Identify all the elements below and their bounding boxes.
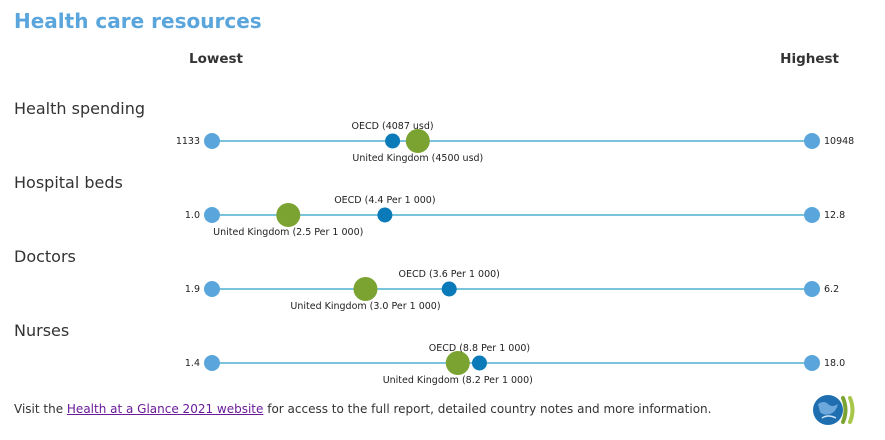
oecd-value-label: OECD (4087 usd) (352, 121, 434, 132)
indicator-label: Nurses (14, 321, 69, 340)
max-value-label: 10948 (824, 136, 854, 147)
indicator-label: Doctors (14, 247, 76, 266)
max-dot (804, 133, 820, 149)
max-dot (804, 281, 820, 297)
oecd-dot (385, 134, 400, 149)
country-value-label: United Kingdom (4500 usd) (352, 153, 483, 164)
max-value-label: 6.2 (824, 284, 839, 295)
min-dot (204, 355, 220, 371)
max-dot (804, 355, 820, 371)
country-dot (446, 351, 470, 375)
max-value-label: 18.0 (824, 358, 845, 369)
country-value-label: United Kingdom (8.2 Per 1 000) (383, 375, 533, 386)
indicator-label: Health spending (14, 99, 145, 118)
min-dot (204, 133, 220, 149)
country-value-label: United Kingdom (2.5 Per 1 000) (213, 227, 363, 238)
country-value-label: United Kingdom (3.0 Per 1 000) (290, 301, 440, 312)
min-dot (204, 281, 220, 297)
min-value-label: 1.9 (185, 284, 200, 295)
min-dot (204, 207, 220, 223)
oecd-logo[interactable] (812, 392, 860, 428)
oecd-dot (442, 282, 457, 297)
min-value-label: 1.0 (185, 210, 200, 221)
max-value-label: 12.8 (824, 210, 845, 221)
oecd-value-label: OECD (8.8 Per 1 000) (429, 343, 530, 354)
max-dot (804, 207, 820, 223)
oecd-value-label: OECD (4.4 Per 1 000) (334, 195, 435, 206)
country-dot (406, 129, 430, 153)
indicator-label: Hospital beds (14, 173, 123, 192)
dot-range-chart: Health spending 1133 10948 OECD (4087 usd) U… (0, 0, 885, 390)
country-dot (353, 277, 377, 301)
health-at-a-glance-link[interactable]: Health at a Glance 2021 website (67, 402, 264, 416)
footer-prefix: Visit the (14, 402, 67, 416)
footer-suffix: for access to the full report, detailed … (263, 402, 711, 416)
min-value-label: 1133 (176, 136, 200, 147)
oecd-dot (377, 208, 392, 223)
footer-text: Visit the Health at a Glance 2021 websit… (14, 402, 711, 416)
min-value-label: 1.4 (185, 358, 200, 369)
oecd-value-label: OECD (3.6 Per 1 000) (399, 269, 500, 280)
country-dot (276, 203, 300, 227)
oecd-dot (472, 356, 487, 371)
